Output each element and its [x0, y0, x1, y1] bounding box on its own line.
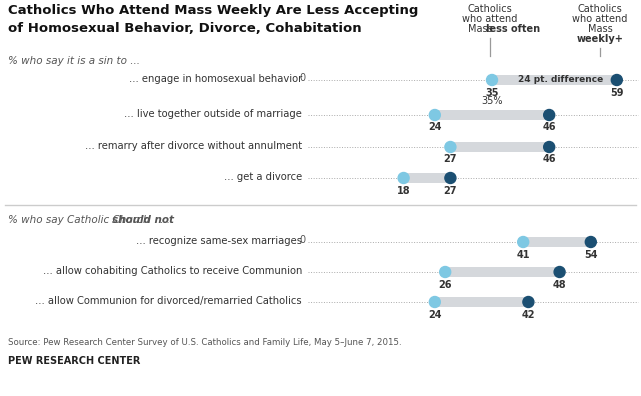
Text: who attend: who attend — [462, 14, 518, 24]
Text: 59: 59 — [610, 88, 624, 97]
Circle shape — [440, 267, 451, 278]
Text: 35%: 35% — [481, 97, 503, 107]
Text: % who say it is a sin to ...: % who say it is a sin to ... — [8, 56, 140, 66]
Text: % who say Catholic Church: % who say Catholic Church — [8, 215, 153, 225]
Circle shape — [544, 110, 554, 120]
Text: Mass: Mass — [468, 24, 496, 34]
Circle shape — [398, 173, 409, 183]
Circle shape — [518, 236, 529, 248]
Text: ... allow cohabiting Catholics to receive Communion: ... allow cohabiting Catholics to receiv… — [42, 266, 302, 276]
Text: 27: 27 — [444, 154, 457, 164]
Text: should not: should not — [112, 215, 174, 225]
Text: ... engage in homosexual behavior: ... engage in homosexual behavior — [129, 74, 302, 84]
Circle shape — [523, 297, 534, 308]
Text: 18: 18 — [397, 185, 410, 196]
Bar — [433, 297, 530, 307]
Text: Catholics: Catholics — [468, 4, 512, 14]
Circle shape — [585, 236, 596, 248]
Text: weekly+: weekly+ — [576, 34, 624, 44]
Circle shape — [487, 74, 497, 86]
Text: 0: 0 — [300, 73, 306, 83]
Text: of Homosexual Behavior, Divorce, Cohabitation: of Homosexual Behavior, Divorce, Cohabit… — [8, 22, 362, 35]
Text: Mass: Mass — [588, 24, 612, 34]
Circle shape — [445, 141, 456, 152]
Circle shape — [429, 110, 440, 120]
Text: ... recognize same-sex marriages: ... recognize same-sex marriages — [136, 236, 302, 246]
Text: 46: 46 — [542, 122, 556, 133]
Text: 35: 35 — [485, 88, 499, 97]
Text: ...: ... — [157, 215, 170, 225]
Bar — [490, 75, 619, 85]
Text: Source: Pew Research Center Survey of U.S. Catholics and Family Life, May 5–June: Source: Pew Research Center Survey of U.… — [8, 338, 402, 347]
Text: 24: 24 — [428, 310, 442, 320]
Circle shape — [429, 297, 440, 308]
Circle shape — [554, 267, 565, 278]
Text: 48: 48 — [553, 280, 567, 289]
Circle shape — [612, 74, 622, 86]
Text: 27: 27 — [444, 185, 457, 196]
Text: 46: 46 — [542, 154, 556, 164]
Bar — [433, 110, 551, 120]
Bar — [449, 142, 551, 152]
Bar — [402, 173, 452, 183]
Text: 42: 42 — [522, 310, 535, 320]
Text: Catholics: Catholics — [578, 4, 622, 14]
Text: 26: 26 — [438, 280, 452, 289]
Text: less often: less often — [486, 24, 540, 34]
Text: 24: 24 — [428, 122, 442, 133]
Text: who attend: who attend — [572, 14, 628, 24]
Text: 0: 0 — [300, 235, 306, 245]
Bar — [522, 237, 592, 247]
Circle shape — [544, 141, 554, 152]
Text: PEW RESEARCH CENTER: PEW RESEARCH CENTER — [8, 356, 140, 366]
Text: 41: 41 — [517, 249, 530, 259]
Text: ... get a divorce: ... get a divorce — [224, 172, 302, 182]
Text: 54: 54 — [584, 249, 597, 259]
Text: 24 pt. difference: 24 pt. difference — [518, 76, 603, 84]
Bar — [444, 267, 562, 277]
Text: Catholics Who Attend Mass Weekly Are Less Accepting: Catholics Who Attend Mass Weekly Are Les… — [8, 4, 419, 17]
Text: ... remarry after divorce without annulment: ... remarry after divorce without annulm… — [85, 141, 302, 151]
Text: ... live together outside of marriage: ... live together outside of marriage — [124, 109, 302, 119]
Text: ... allow Communion for divorced/remarried Catholics: ... allow Communion for divorced/remarri… — [35, 296, 302, 306]
Circle shape — [445, 173, 456, 183]
